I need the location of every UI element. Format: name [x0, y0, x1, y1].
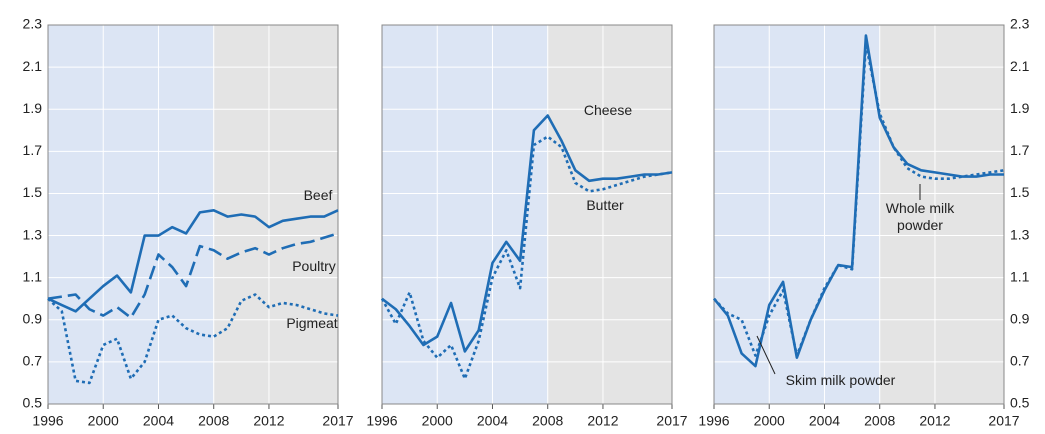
x-tick-label: 2012 [587, 413, 618, 429]
x-tick-label: 2017 [322, 413, 353, 429]
x-tick-label: 2012 [253, 413, 284, 429]
x-tick-label: 2000 [422, 413, 453, 429]
x-tick-label: 2017 [988, 413, 1019, 429]
x-tick-label: 2004 [477, 413, 508, 429]
projection-background [547, 25, 672, 404]
plot-frame [713, 24, 1005, 405]
y-tick-label: 2.1 [23, 58, 43, 74]
x-tick-label: 2008 [532, 413, 563, 429]
series-label: Skim milk powder [785, 372, 896, 388]
data-line [712, 34, 1004, 368]
y-tick-label: 0.9 [23, 310, 43, 326]
series-label: Pigmeat [286, 315, 338, 331]
y-tick-label: 1.5 [23, 184, 43, 200]
leader-line [756, 335, 776, 375]
y-tick-label: 2.3 [1010, 16, 1030, 32]
y-tick-label: 1.3 [1010, 226, 1030, 242]
history-background [382, 25, 548, 404]
y-tick-label: 2.3 [23, 16, 43, 32]
history-background [714, 25, 880, 404]
x-tick-label: 2004 [143, 413, 174, 429]
y-tick-label: 0.5 [23, 395, 43, 411]
y-tick-label: 1.9 [1010, 100, 1030, 116]
series-label: Beef [303, 187, 333, 203]
y-tick-label: 0.9 [1010, 310, 1030, 326]
data-line [47, 293, 339, 385]
plot-frame [381, 24, 673, 405]
x-tick-label: 1996 [366, 413, 397, 429]
series-label: Cheese [583, 102, 633, 118]
projection-background [879, 25, 1004, 404]
x-tick-label: 1996 [32, 413, 63, 429]
y-tick-label: 1.7 [23, 142, 43, 158]
x-tick-label: 2000 [88, 413, 119, 429]
data-line [47, 208, 339, 313]
x-tick-label: 2000 [754, 413, 785, 429]
data-line [381, 114, 673, 353]
y-tick-label: 0.5 [1010, 395, 1030, 411]
data-line [47, 232, 339, 319]
y-tick-label: 1.7 [1010, 142, 1030, 158]
x-tick-label: 2004 [809, 413, 840, 429]
y-tick-label: 2.1 [1010, 58, 1030, 74]
data-line [380, 135, 673, 381]
y-tick-label: 1.5 [1010, 184, 1030, 200]
y-tick-label: 1.3 [23, 226, 43, 242]
plot-frame [47, 24, 339, 405]
history-background [48, 25, 214, 404]
series-label: Whole milk powder [885, 200, 955, 233]
x-tick-label: 2012 [919, 413, 950, 429]
x-tick-label: 2008 [198, 413, 229, 429]
y-tick-label: 0.7 [23, 353, 43, 369]
x-tick-label: 2017 [656, 413, 687, 429]
y-tick-label: 1.9 [23, 100, 43, 116]
series-label: Butter [586, 197, 624, 213]
x-tick-label: 1996 [698, 413, 729, 429]
y-tick-label: 1.1 [23, 268, 43, 284]
y-tick-label: 1.1 [1010, 268, 1030, 284]
y-tick-label: 0.7 [1010, 353, 1030, 369]
x-tick-label: 2008 [864, 413, 895, 429]
projection-background [213, 25, 338, 404]
series-label: Poultry [292, 258, 336, 274]
